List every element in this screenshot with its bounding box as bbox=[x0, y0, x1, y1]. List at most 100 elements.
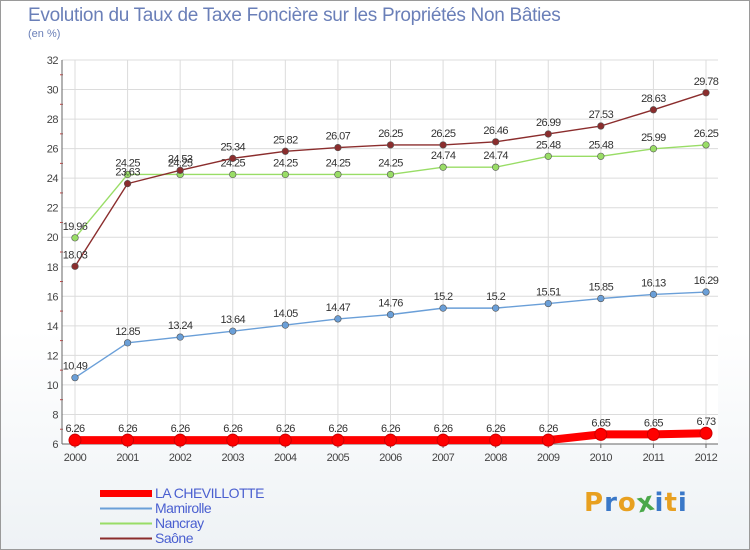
data-label: 24.25 bbox=[326, 157, 351, 169]
x-tick-label: 2008 bbox=[484, 452, 507, 464]
data-point bbox=[702, 89, 710, 97]
data-label: 13.64 bbox=[220, 314, 245, 326]
data-label: 26.46 bbox=[483, 125, 508, 137]
data-point bbox=[386, 170, 395, 179]
data-label: 15.2 bbox=[486, 291, 505, 303]
data-label: 26.25 bbox=[694, 128, 719, 140]
y-tick-label: 18 bbox=[47, 262, 59, 274]
logo-letter: i bbox=[677, 488, 688, 518]
legend-item-saone: Saône bbox=[100, 531, 264, 546]
data-point bbox=[439, 304, 447, 312]
x-tick-label: 2002 bbox=[169, 452, 192, 464]
data-label: 6.26 bbox=[171, 423, 190, 435]
data-label: 6.26 bbox=[381, 423, 400, 435]
data-point bbox=[439, 163, 447, 171]
data-point bbox=[334, 170, 342, 179]
data-point bbox=[702, 288, 710, 296]
data-label: 24.25 bbox=[168, 157, 193, 169]
data-label: 25.99 bbox=[641, 132, 666, 144]
legend-item-nancray: Nancray bbox=[100, 516, 264, 531]
legend-swatch bbox=[100, 490, 152, 497]
data-point bbox=[229, 154, 237, 162]
legend-swatch bbox=[100, 507, 152, 510]
data-point bbox=[123, 339, 132, 347]
x-tick-label: 2005 bbox=[327, 452, 350, 464]
x-tick-label: 2000 bbox=[64, 452, 87, 464]
y-tick-label: 24 bbox=[47, 173, 59, 185]
data-label: 24.74 bbox=[483, 150, 508, 162]
data-label: 6.26 bbox=[486, 423, 505, 435]
data-point bbox=[646, 427, 660, 441]
data-label: 15.2 bbox=[434, 291, 453, 303]
data-point bbox=[121, 433, 135, 447]
y-tick-label: 32 bbox=[47, 55, 59, 67]
x-tick-label: 2009 bbox=[537, 452, 560, 464]
data-point bbox=[384, 433, 397, 447]
data-point bbox=[649, 106, 658, 114]
y-tick-label: 6 bbox=[52, 439, 58, 451]
data-point bbox=[492, 304, 500, 312]
data-label: 6.73 bbox=[696, 416, 715, 428]
y-tick-label: 16 bbox=[47, 291, 59, 303]
y-tick-label: 14 bbox=[47, 321, 59, 333]
data-label: 25.34 bbox=[220, 141, 245, 153]
data-point bbox=[699, 426, 713, 440]
logo-letter: r bbox=[604, 488, 618, 518]
data-point bbox=[331, 433, 345, 447]
data-point bbox=[544, 130, 552, 138]
y-tick-label: 20 bbox=[47, 232, 59, 244]
y-tick-label: 22 bbox=[47, 203, 59, 215]
legend-label: Mamirolle bbox=[155, 500, 212, 516]
data-point bbox=[597, 294, 605, 303]
data-label: 6.26 bbox=[276, 423, 295, 435]
data-label: 26.07 bbox=[326, 131, 351, 143]
data-label: 12.85 bbox=[115, 326, 140, 338]
data-label: 25.82 bbox=[273, 134, 298, 146]
data-point bbox=[226, 433, 240, 447]
data-point bbox=[386, 311, 395, 319]
data-label: 6.26 bbox=[223, 423, 242, 435]
data-label: 14.76 bbox=[378, 298, 403, 310]
data-label: 13.24 bbox=[168, 320, 193, 332]
data-point bbox=[229, 327, 237, 335]
data-point bbox=[281, 321, 289, 329]
data-point bbox=[386, 141, 395, 149]
data-point bbox=[489, 433, 503, 447]
data-label: 14.47 bbox=[326, 302, 351, 314]
data-label: 24.25 bbox=[115, 157, 140, 169]
legend-item-la-chevillotte: LA CHEVILLOTTE bbox=[100, 486, 264, 501]
data-label: 19.96 bbox=[63, 221, 88, 233]
data-point bbox=[278, 433, 292, 447]
data-label: 25.48 bbox=[536, 139, 561, 151]
data-point bbox=[649, 145, 658, 153]
data-point bbox=[176, 333, 184, 341]
data-label: 15.85 bbox=[589, 282, 614, 294]
data-label: 16.13 bbox=[641, 277, 666, 289]
y-tick-label: 28 bbox=[47, 114, 59, 126]
data-point bbox=[594, 427, 608, 441]
data-point bbox=[71, 234, 79, 242]
legend-item-mamirolle: Mamirolle bbox=[100, 501, 264, 516]
data-point bbox=[492, 138, 500, 146]
data-point bbox=[597, 152, 605, 160]
data-point bbox=[281, 147, 289, 155]
data-label: 6.65 bbox=[644, 417, 663, 429]
data-label: 14.05 bbox=[273, 308, 298, 320]
data-label: 29.78 bbox=[694, 76, 719, 88]
legend: LA CHEVILLOTTE Mamirolle Nancray Saône bbox=[100, 486, 264, 546]
data-point bbox=[281, 170, 289, 179]
data-point bbox=[334, 143, 342, 152]
data-label: 24.25 bbox=[378, 157, 403, 169]
legend-swatch bbox=[100, 522, 152, 525]
chart-title: Evolution du Taux de Taxe Foncière sur l… bbox=[28, 5, 561, 26]
y-tick-label: 8 bbox=[52, 409, 58, 421]
data-point bbox=[176, 166, 184, 174]
data-point bbox=[71, 262, 79, 270]
data-point bbox=[71, 374, 79, 382]
legend-label: Nancray bbox=[155, 515, 204, 531]
x-tick-label: 2006 bbox=[379, 452, 402, 464]
data-point bbox=[68, 433, 82, 447]
x-tick-label: 2001 bbox=[116, 452, 139, 464]
x-tick-label: 2004 bbox=[274, 452, 297, 464]
